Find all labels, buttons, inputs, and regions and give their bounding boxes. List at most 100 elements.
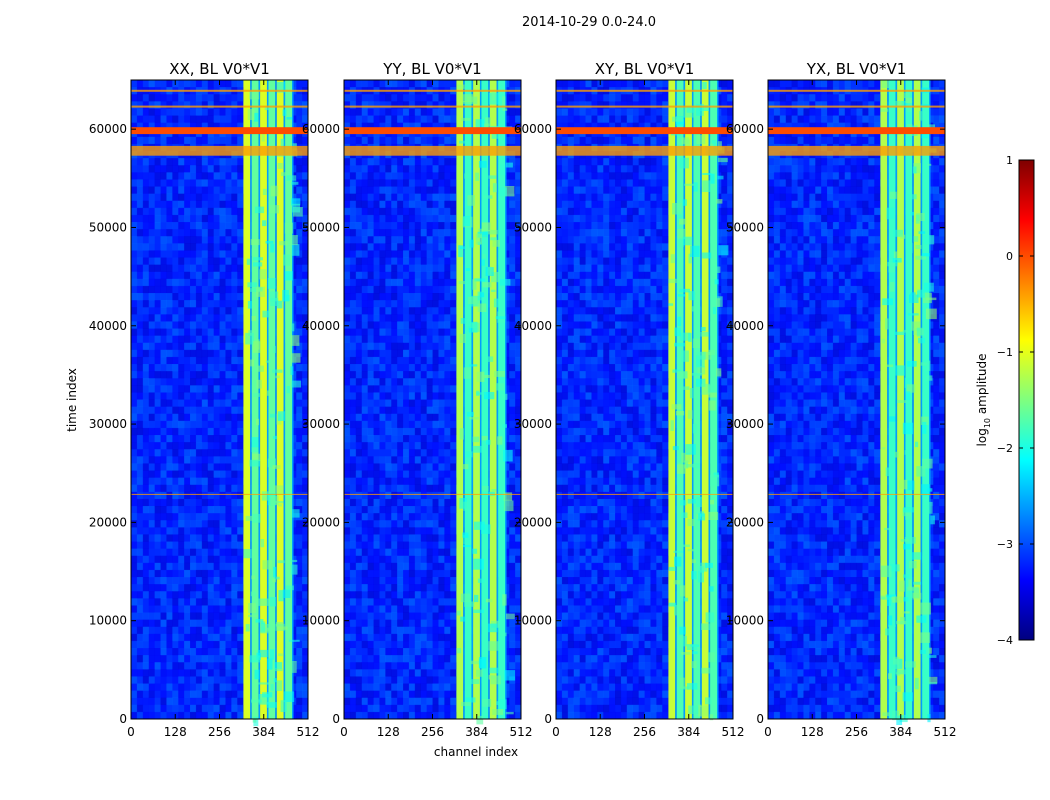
noise-cell [361, 214, 368, 223]
noise-cell [444, 293, 451, 301]
noise-cell [237, 94, 244, 102]
band-texture [245, 332, 254, 345]
noise-cell [131, 371, 138, 379]
noise-cell [296, 591, 303, 599]
noise-cell [379, 278, 386, 287]
noise-cell [213, 711, 220, 720]
noise-cell [237, 463, 244, 471]
noise-cell [414, 435, 421, 443]
noise-cell [408, 328, 416, 336]
noise-cell [160, 335, 167, 343]
noise-cell [367, 165, 374, 173]
noise-cell [225, 349, 232, 358]
noise-cell [225, 214, 232, 223]
noise-cell [142, 314, 149, 322]
noise-cell [426, 307, 433, 315]
noise-cell [172, 371, 179, 379]
noise-cell [231, 158, 238, 166]
noise-cell [391, 342, 398, 351]
panel-yy: YY, BL V0*V10 128 256 384 512010000200003000… [302, 60, 533, 739]
noise-cell [225, 577, 232, 585]
noise-cell [391, 172, 398, 180]
noise-cell [403, 456, 410, 464]
noise-cell [190, 598, 197, 606]
noise-cell [219, 506, 226, 514]
noise-cell [213, 697, 220, 706]
noise-cell [420, 264, 427, 272]
noise-cell [426, 470, 433, 478]
noise-cell [219, 94, 226, 102]
noise-cell [190, 392, 197, 400]
noise-cell [231, 541, 238, 549]
noise-cell [201, 640, 208, 649]
noise-cell [432, 200, 439, 209]
noise-cell [207, 108, 214, 116]
noise-cell [414, 484, 421, 493]
noise-cell [136, 562, 144, 571]
noise-cell [207, 449, 214, 457]
noise-cell [426, 207, 433, 216]
noise-cell [344, 300, 351, 308]
band-texture [260, 539, 265, 548]
band-texture [245, 624, 250, 632]
noise-cell [509, 385, 516, 393]
noise-cell [408, 484, 416, 493]
noise-cell [414, 541, 421, 549]
noise-cell [136, 669, 144, 677]
noise-cell [403, 342, 410, 351]
noise-cell [450, 449, 457, 457]
noise-cell [166, 541, 173, 549]
noise-cell [160, 200, 167, 209]
noise-cell [397, 307, 404, 315]
noise-cell [195, 704, 203, 713]
noise-cell [361, 115, 368, 123]
y-tick-label: 50000 [89, 220, 127, 234]
noise-cell [403, 371, 410, 379]
noise-cell [225, 158, 232, 166]
band-texture [286, 117, 293, 120]
noise-cell [408, 236, 416, 244]
noise-cell [190, 399, 197, 407]
noise-cell [450, 285, 457, 294]
noise-cell [160, 683, 167, 691]
noise-cell [201, 335, 208, 343]
noise-cell [207, 491, 214, 500]
noise-cell [172, 101, 179, 109]
noise-cell [207, 158, 214, 166]
noise-cell [237, 676, 244, 684]
channel-gap-stripe [292, 80, 294, 719]
band-texture [252, 513, 261, 523]
noise-cell [379, 122, 386, 130]
noise-cell [154, 598, 161, 606]
noise-cell [420, 108, 427, 116]
noise-cell [207, 420, 214, 429]
noise-cell [408, 364, 416, 372]
noise-cell [142, 271, 149, 280]
noise-cell [237, 80, 244, 88]
noise-cell [420, 470, 427, 478]
noise-cell [166, 271, 173, 280]
noise-cell [296, 491, 303, 500]
noise-cell [391, 548, 398, 556]
noise-cell [172, 207, 179, 216]
noise-cell [397, 349, 404, 358]
noise-cell [296, 477, 303, 485]
noise-cell [190, 577, 197, 585]
noise-cell [444, 413, 451, 422]
noise-cell [172, 676, 179, 684]
noise-cell [426, 328, 433, 336]
noise-cell [131, 214, 138, 223]
noise-cell [148, 527, 155, 535]
noise-cell [219, 584, 226, 592]
noise-cell [213, 420, 220, 429]
noise-cell [154, 271, 161, 280]
noise-cell [420, 158, 427, 166]
noise-cell [207, 413, 214, 422]
noise-cell [190, 136, 197, 145]
noise-cell [302, 697, 309, 706]
noise-cell [190, 690, 197, 698]
noise-cell [237, 250, 244, 258]
noise-cell [142, 214, 149, 223]
noise-cell [450, 470, 457, 478]
noise-cell [296, 555, 303, 564]
